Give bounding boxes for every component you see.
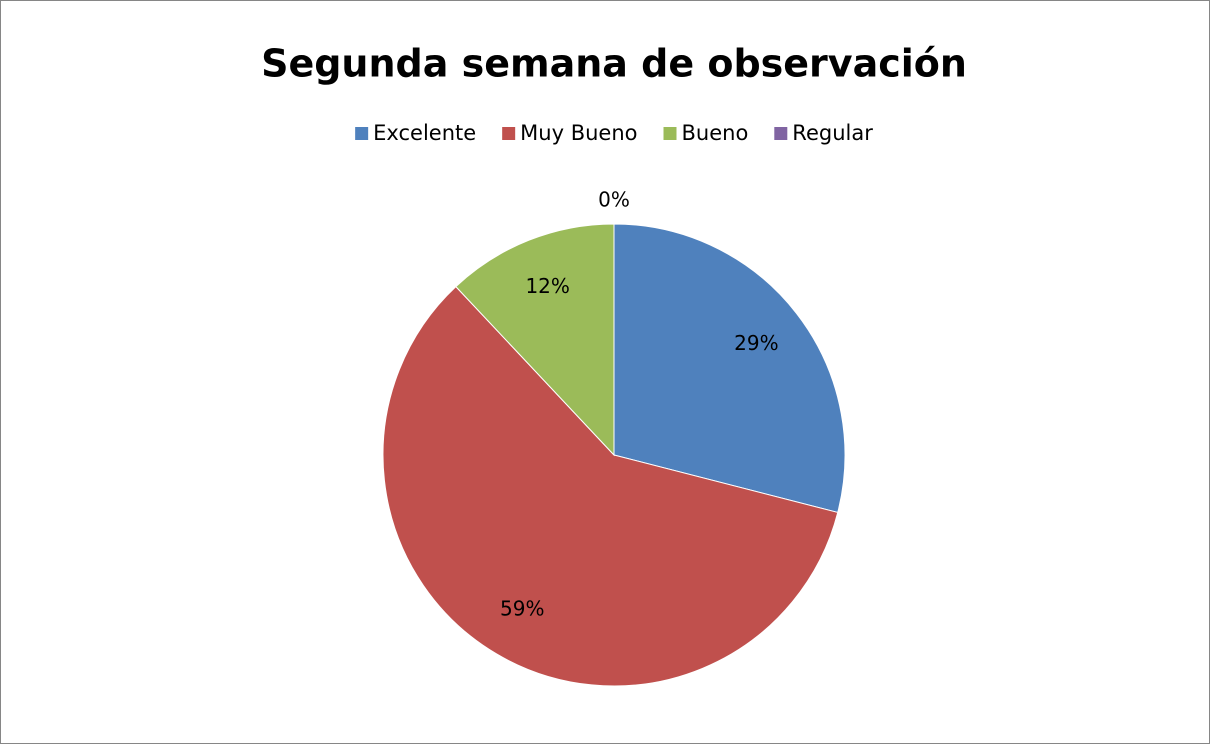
data-label: 59% [500,597,544,621]
data-label: 0% [598,188,630,212]
pie-slice [382,285,839,687]
chart-title: Segunda semana de observación [261,42,967,86]
legend-swatch [502,127,516,140]
legend-label: Muy Bueno [520,121,637,145]
legend: Excelente Muy Bueno Bueno Regular [355,121,873,145]
legend-label: Excelente [373,121,476,145]
legend-swatch [355,127,369,140]
pie-slice [455,223,615,457]
legend-swatch [774,127,788,140]
legend-swatch [663,127,677,140]
pie-slice [613,223,846,514]
legend-label: Regular [792,121,873,145]
legend-label: Bueno [682,121,749,145]
data-label: 29% [734,331,778,355]
data-label: 12% [525,274,569,298]
